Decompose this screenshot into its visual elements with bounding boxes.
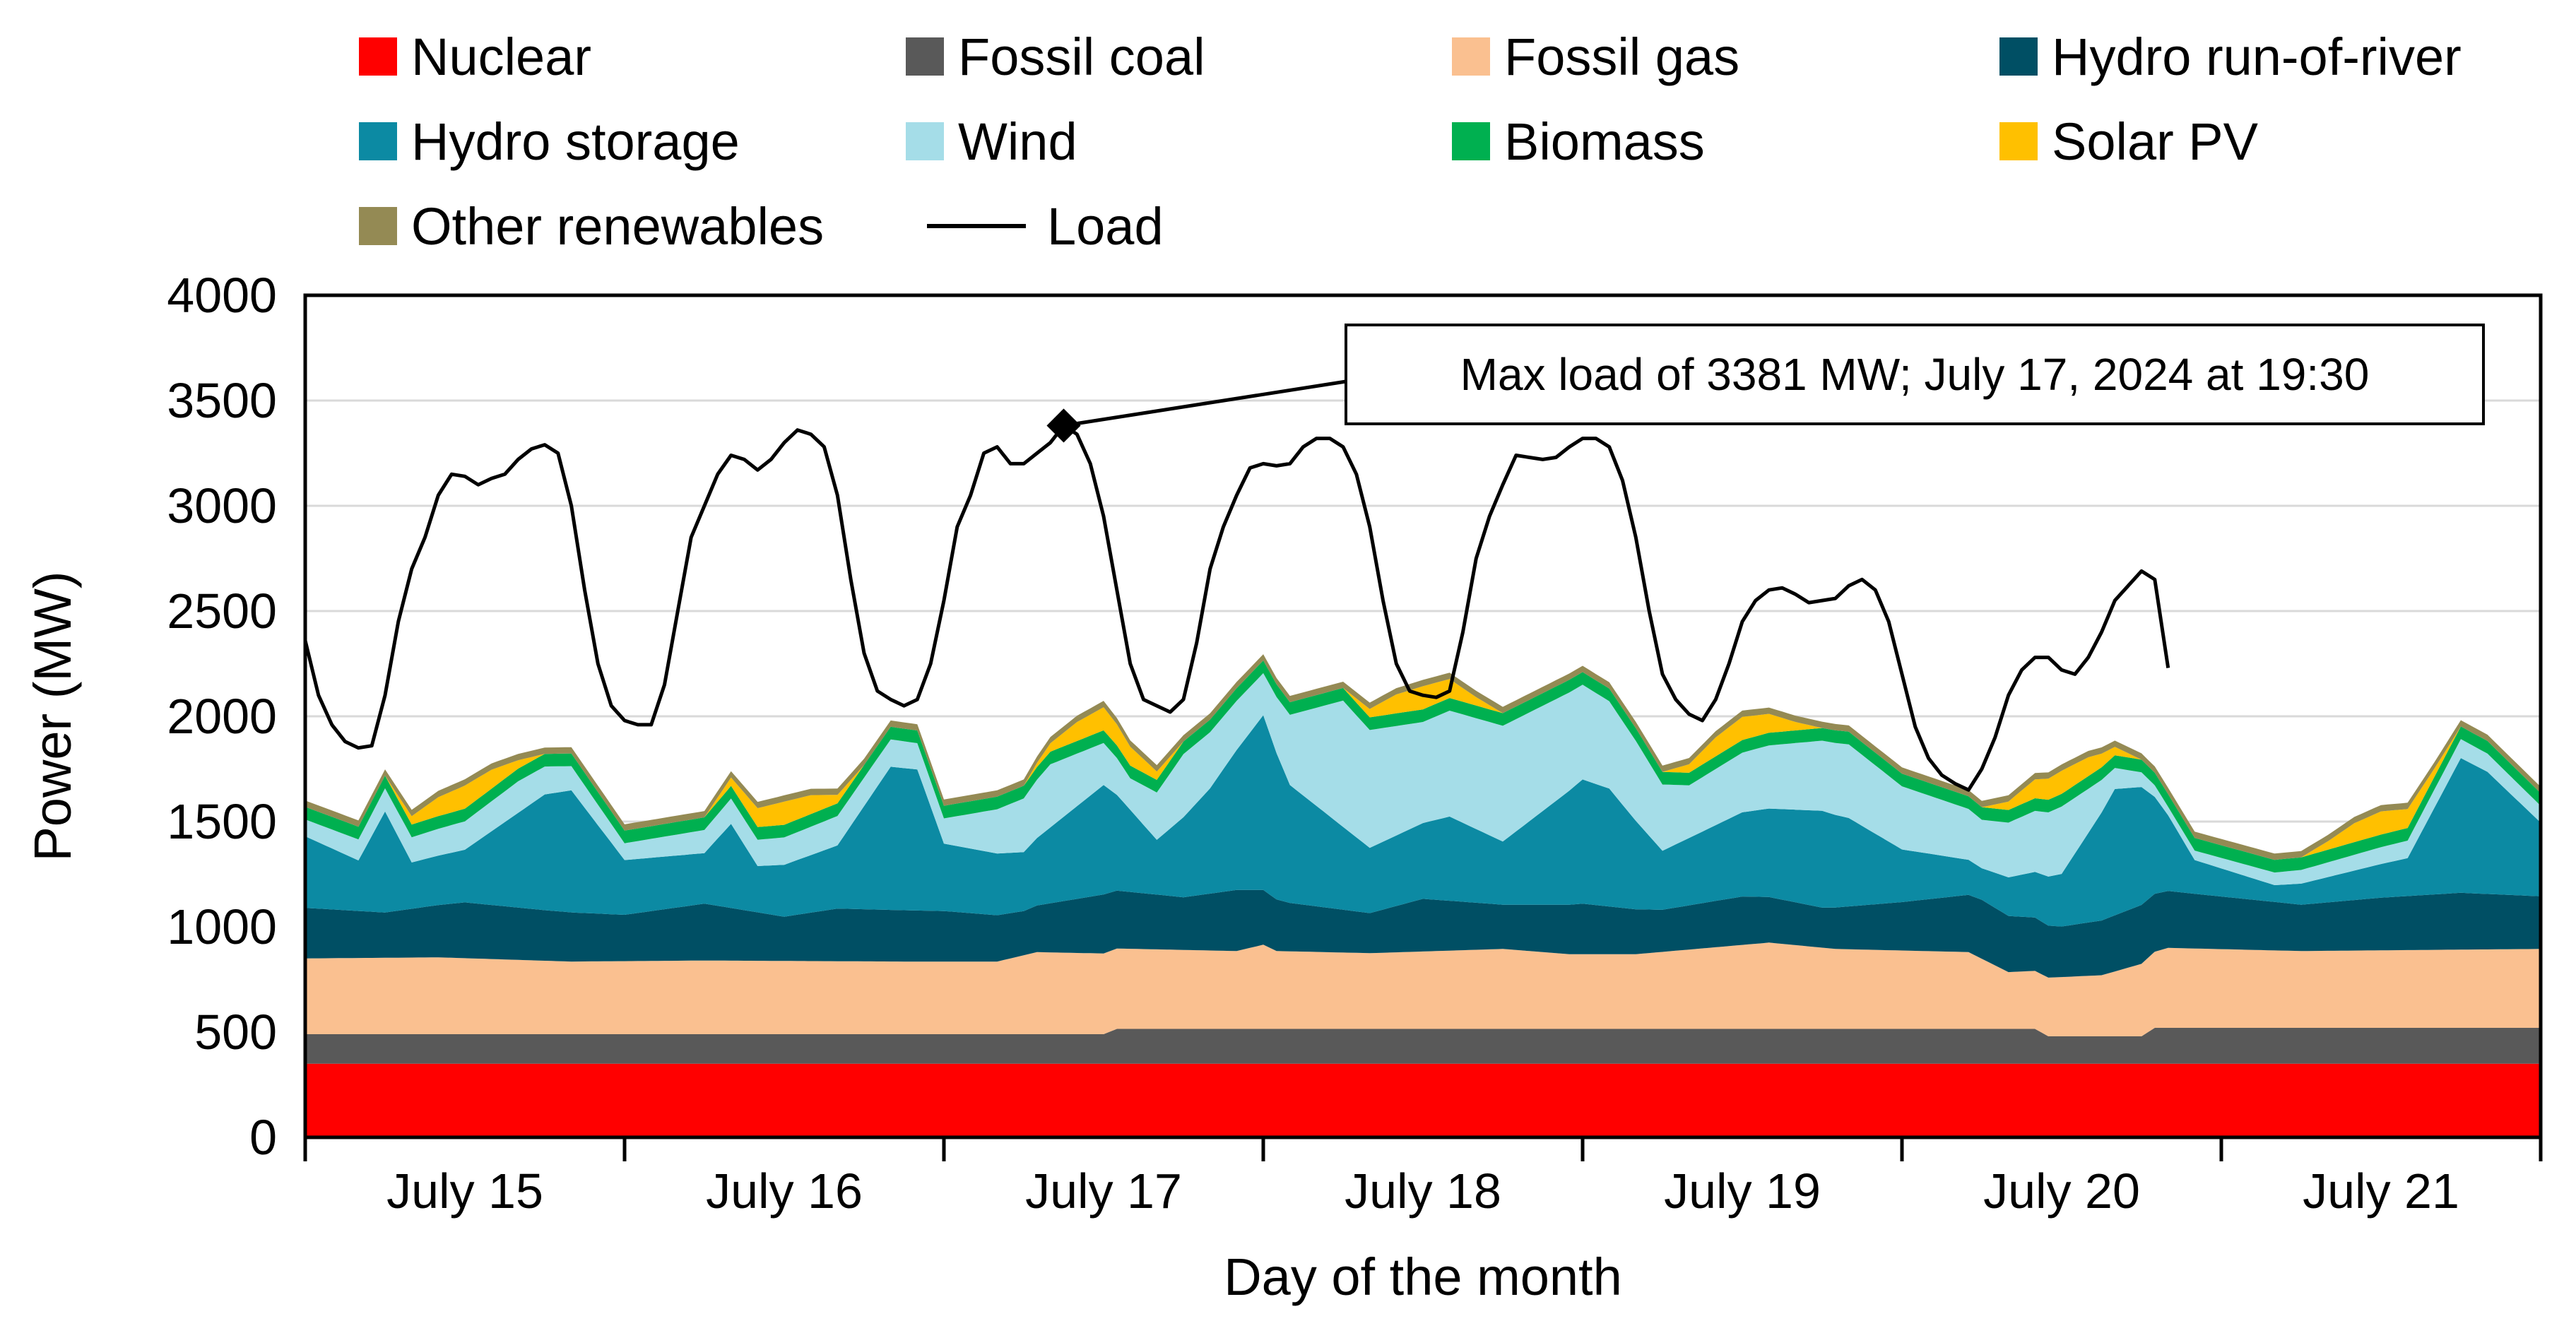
legend-label-nuclear: Nuclear (411, 28, 591, 86)
legend-swatch-biomass (1452, 122, 1490, 160)
y-tick-label-1000: 1000 (167, 899, 277, 954)
annotation-box (1345, 324, 2485, 425)
legend-swatch-hydro-storage (359, 122, 397, 160)
area-wind (305, 673, 2541, 885)
y-tick-label-3500: 3500 (167, 373, 277, 428)
legend-label-biomass: Biomass (1504, 112, 1705, 171)
legend-label-other-renewables: Other renewables (411, 197, 824, 256)
area-hydro-storage (305, 715, 2541, 927)
area-hydro-run-of-river (305, 889, 2541, 978)
area-biomass (305, 660, 2541, 873)
max-load-marker (1046, 408, 1081, 443)
annotation-text: Max load of 3381 MW; July 17, 2024 at 19… (1460, 349, 2370, 400)
max-load-annotation: Max load of 3381 MW; July 17, 2024 at 19… (1046, 324, 2485, 443)
load-line-group (303, 424, 2170, 792)
x-tick-label-july-18: July 18 (1345, 1163, 1501, 1219)
legend-label-solar-pv: Solar PV (2052, 112, 2259, 171)
y-tick-label-2500: 2500 (167, 584, 277, 639)
legend-label-fossil-gas: Fossil gas (1504, 28, 1739, 86)
x-axis-title: Day of the month (1224, 1248, 1622, 1306)
x-axis-ticks: July 15 July 16 July 17 July 18 July 19 July … (303, 1137, 2543, 1219)
x-tick-label-july-20: July 20 (1983, 1163, 2140, 1219)
y-tick-label-500: 500 (194, 1005, 277, 1060)
y-tick-label-2000: 2000 (167, 689, 277, 744)
legend-label-fossil-coal: Fossil coal (958, 28, 1205, 86)
area-nuclear (305, 1063, 2541, 1137)
y-tick-label-3000: 3000 (167, 478, 277, 533)
y-axis-ticks: 0 500 1000 1500 2000 2500 3000 3500 4000 (167, 268, 277, 1165)
x-tick-label-july-21: July 21 (2303, 1163, 2459, 1219)
y-tick-label-1500: 1500 (167, 794, 277, 849)
legend-swatch-nuclear (359, 37, 397, 76)
load-line (303, 424, 2170, 792)
x-tick-label-july-15: July 15 (386, 1163, 543, 1219)
area-fossil-gas (305, 942, 2541, 1036)
y-tick-label-0: 0 (249, 1110, 277, 1165)
x-tick-label-july-17: July 17 (1025, 1163, 1182, 1219)
legend-swatch-fossil-gas (1452, 37, 1490, 76)
legend-label-load: Load (1047, 197, 1164, 256)
legend-swatch-wind (906, 122, 944, 160)
legend-label-wind: Wind (958, 112, 1077, 171)
area-solar-pv (305, 660, 2541, 860)
annotation-leader-line (1063, 379, 1347, 427)
x-tick-label-july-19: July 19 (1664, 1163, 1821, 1219)
legend-label-hydro-run-of-river: Hydro run-of-river (2052, 28, 2462, 86)
legend-swatch-hydro-run-of-river (1999, 37, 2038, 76)
legend-swatch-fossil-coal (906, 37, 944, 76)
x-tick-label-july-16: July 16 (706, 1163, 863, 1219)
legend-label-hydro-storage: Hydro storage (411, 112, 740, 171)
y-axis-title: Power (MW) (23, 571, 82, 861)
legend: Nuclear Fossil coal Fossil gas Hydro run-of… (359, 28, 2462, 256)
area-fossil-coal (305, 1028, 2541, 1064)
stacked-areas (305, 654, 2541, 1137)
y-tick-label-4000: 4000 (167, 268, 277, 323)
plot-frame (303, 293, 2543, 1139)
legend-swatch-other-renewables (359, 207, 397, 245)
legend-swatch-solar-pv (1999, 122, 2038, 160)
